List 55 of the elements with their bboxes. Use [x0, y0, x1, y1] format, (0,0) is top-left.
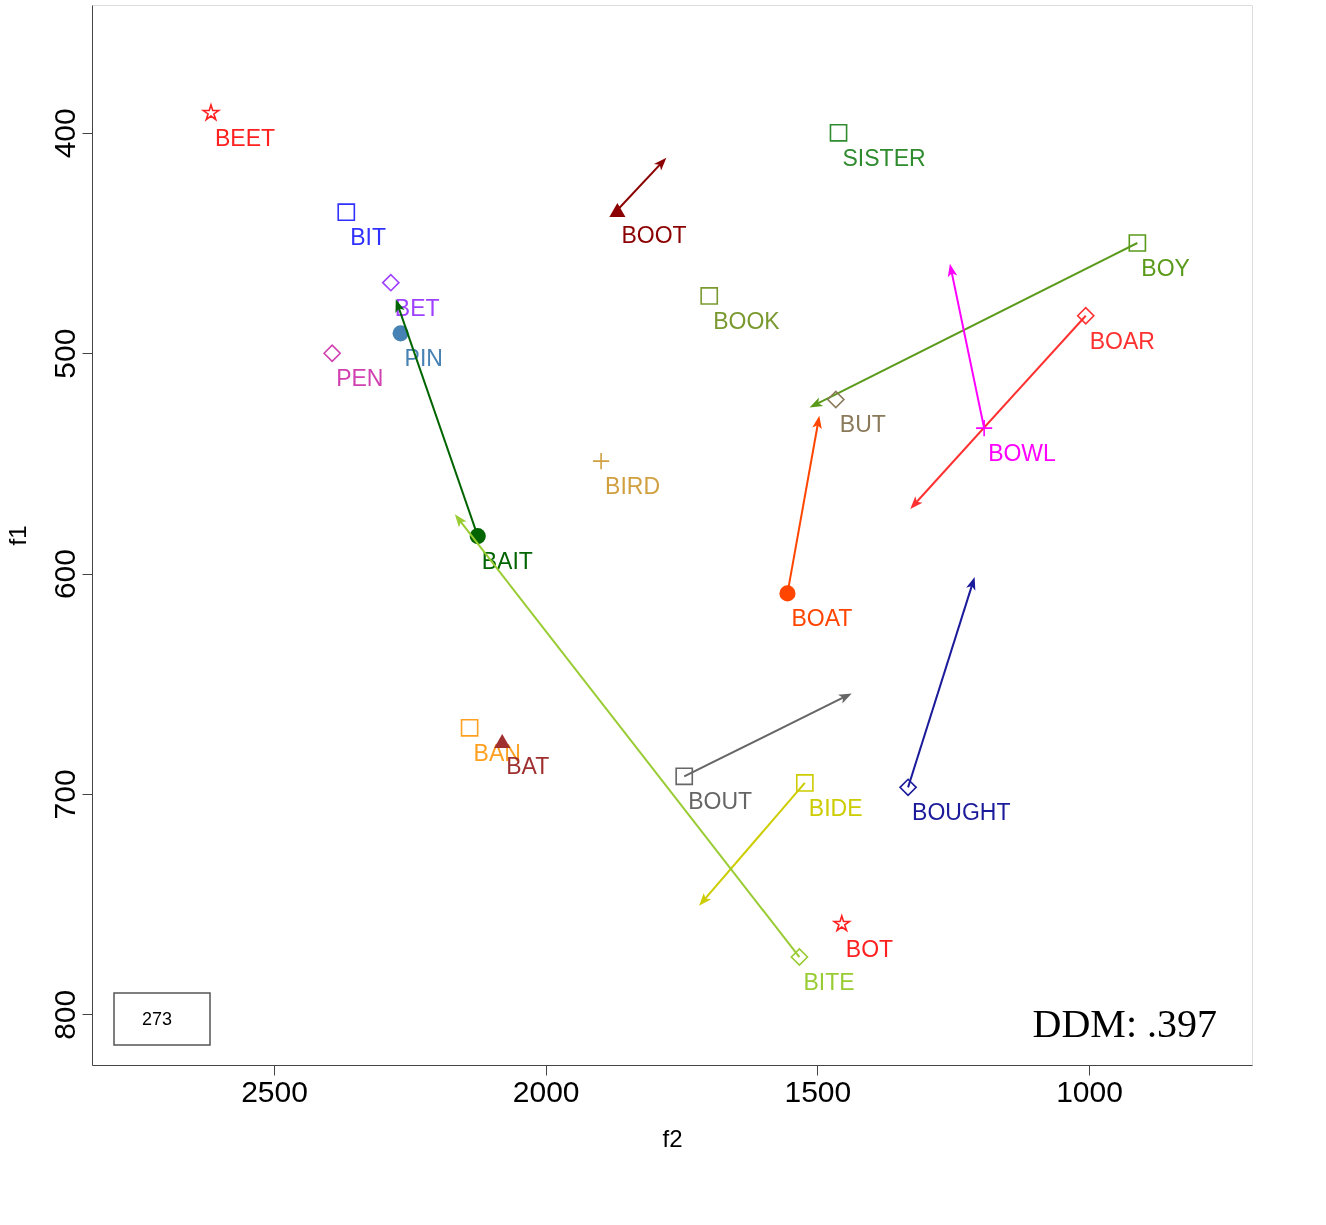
point — [1076, 306, 1095, 325]
point — [381, 273, 400, 292]
series-label: BOOK — [713, 307, 781, 334]
series-label: BOOT — [621, 221, 687, 248]
point — [675, 767, 694, 786]
x-tick-label: 2500 — [241, 1074, 308, 1108]
point — [809, 397, 824, 408]
series-label: BOUT — [688, 788, 753, 815]
series-label: BOUGHT — [912, 799, 1011, 826]
point — [654, 157, 667, 171]
point — [790, 948, 809, 966]
point — [829, 123, 848, 142]
series-label: BOY — [1141, 255, 1190, 281]
point — [323, 344, 342, 363]
series-label: BOAR — [1089, 327, 1155, 354]
point — [699, 892, 712, 906]
point — [910, 496, 923, 510]
series-label: BIT — [350, 224, 387, 251]
y-tick-label: 500 — [47, 328, 81, 379]
point — [838, 693, 852, 704]
series-label: SISTER — [842, 144, 926, 171]
x-axis-title: f2 — [662, 1124, 683, 1152]
point — [899, 778, 917, 797]
x-tick-label: 1500 — [784, 1074, 852, 1108]
point — [975, 419, 993, 437]
point — [826, 390, 845, 409]
series-label: PEN — [336, 365, 384, 392]
y-tick-label: 400 — [47, 108, 81, 159]
x-tick-label: 1000 — [1056, 1074, 1123, 1108]
point — [592, 452, 610, 471]
series-label: BOT — [845, 935, 894, 962]
series-label: BUT — [839, 411, 886, 438]
series-label: BITE — [803, 969, 855, 996]
series-label: BEET — [214, 124, 276, 151]
series-label: BOWL — [988, 440, 1057, 467]
annotation: DDM: .397 — [1032, 1001, 1217, 1046]
x-tick-label: 2000 — [512, 1074, 580, 1108]
annotation: 273 — [141, 1009, 173, 1029]
point — [947, 263, 958, 278]
point — [795, 774, 814, 792]
series-label: BOAT — [791, 605, 853, 632]
y-axis-title: f1 — [3, 525, 31, 546]
point — [833, 915, 851, 932]
point — [202, 104, 220, 121]
point — [1128, 234, 1147, 252]
point — [700, 287, 719, 305]
series-label: BIRD — [605, 473, 661, 500]
point — [609, 202, 626, 217]
series-label: BIDE — [808, 794, 863, 821]
point — [337, 203, 356, 222]
point — [454, 514, 467, 528]
y-tick-label: 800 — [47, 989, 81, 1040]
y-tick-label: 700 — [47, 769, 81, 820]
point — [460, 718, 479, 737]
y-tick-label: 600 — [47, 549, 81, 600]
